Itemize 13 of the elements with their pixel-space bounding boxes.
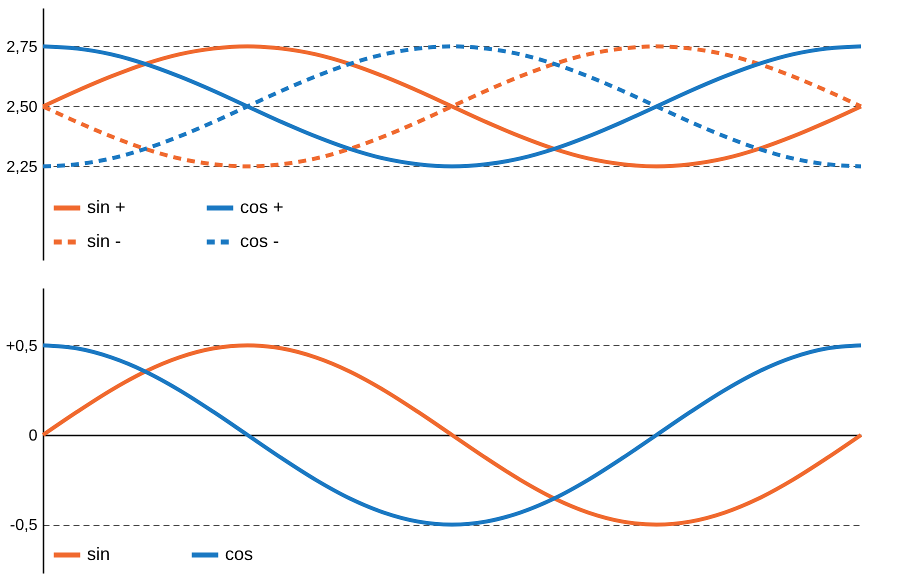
legend-label: sin +: [87, 197, 126, 217]
legend-label: cos +: [240, 197, 284, 217]
y-tick-label: 2,75: [6, 38, 38, 56]
y-tick-label: 2,25: [6, 158, 38, 176]
legend-label: sin: [87, 544, 110, 564]
y-tick-label: -0,5: [10, 517, 38, 534]
legend-label: cos -: [240, 231, 280, 251]
y-tick-label: 0: [28, 427, 38, 444]
legend-label: sin -: [87, 231, 122, 251]
y-tick-label: +0,5: [6, 338, 38, 355]
legend-label: cos: [225, 544, 254, 564]
y-tick-label: 2,50: [6, 98, 38, 116]
line-series: [41, 343, 863, 527]
